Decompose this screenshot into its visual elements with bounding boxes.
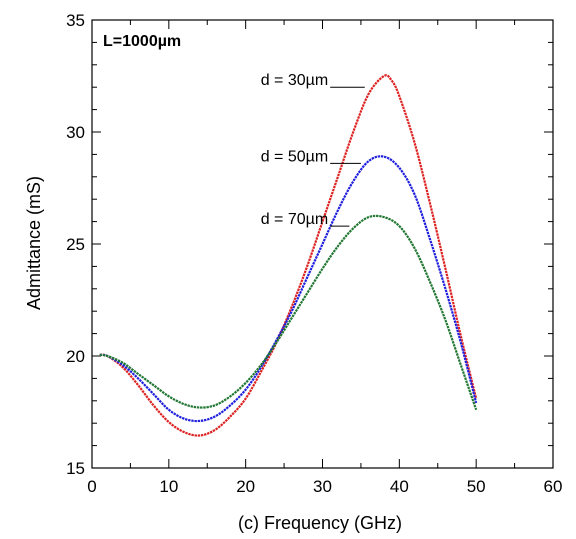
- y-axis-label: Admittance (mS): [24, 176, 44, 310]
- series-label-3: d = 70µm: [261, 211, 328, 228]
- x-tick-label: 10: [159, 477, 178, 496]
- y-tick-label: 35: [66, 11, 85, 30]
- x-tick-label: 20: [236, 477, 255, 496]
- series-line-3: [99, 214, 478, 411]
- series-labels: d = 30µm d = 50µm d = 70µm: [261, 72, 328, 228]
- y-tick-label: 25: [66, 235, 85, 254]
- series-label-2: d = 50µm: [261, 148, 328, 165]
- series-layer: [99, 74, 478, 437]
- series-label-1: d = 30µm: [261, 72, 328, 89]
- x-axis-label: (c) Frequency (GHz): [238, 513, 402, 533]
- tick-labels: 0 10 20 30 40 50 60 15 20 25 30 35: [66, 11, 562, 496]
- x-tick-label: 40: [390, 477, 409, 496]
- axis-ticks: [91, 19, 554, 469]
- length-annotation: L=1000µm: [103, 33, 181, 50]
- y-tick-label: 20: [66, 347, 85, 366]
- series-leader-lines: [330, 86, 365, 227]
- y-tick-label: 15: [66, 459, 85, 478]
- x-tick-label: 0: [87, 477, 96, 496]
- y-tick-label: 30: [66, 123, 85, 142]
- series-line-1: [99, 74, 478, 437]
- series-line-2: [99, 155, 478, 423]
- x-tick-label: 30: [313, 477, 332, 496]
- x-tick-label: 60: [544, 477, 563, 496]
- x-tick-label: 50: [467, 477, 486, 496]
